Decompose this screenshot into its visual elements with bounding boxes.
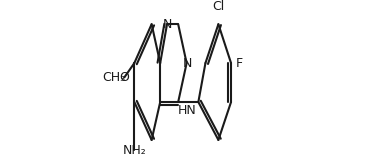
Text: CH₃: CH₃ [102, 71, 126, 84]
Text: O: O [120, 71, 129, 84]
Text: HN: HN [177, 104, 196, 117]
Text: N: N [183, 57, 192, 70]
Text: N: N [162, 18, 172, 31]
Text: Cl: Cl [212, 0, 225, 13]
Text: F: F [236, 57, 243, 70]
Text: NH₂: NH₂ [122, 144, 146, 157]
